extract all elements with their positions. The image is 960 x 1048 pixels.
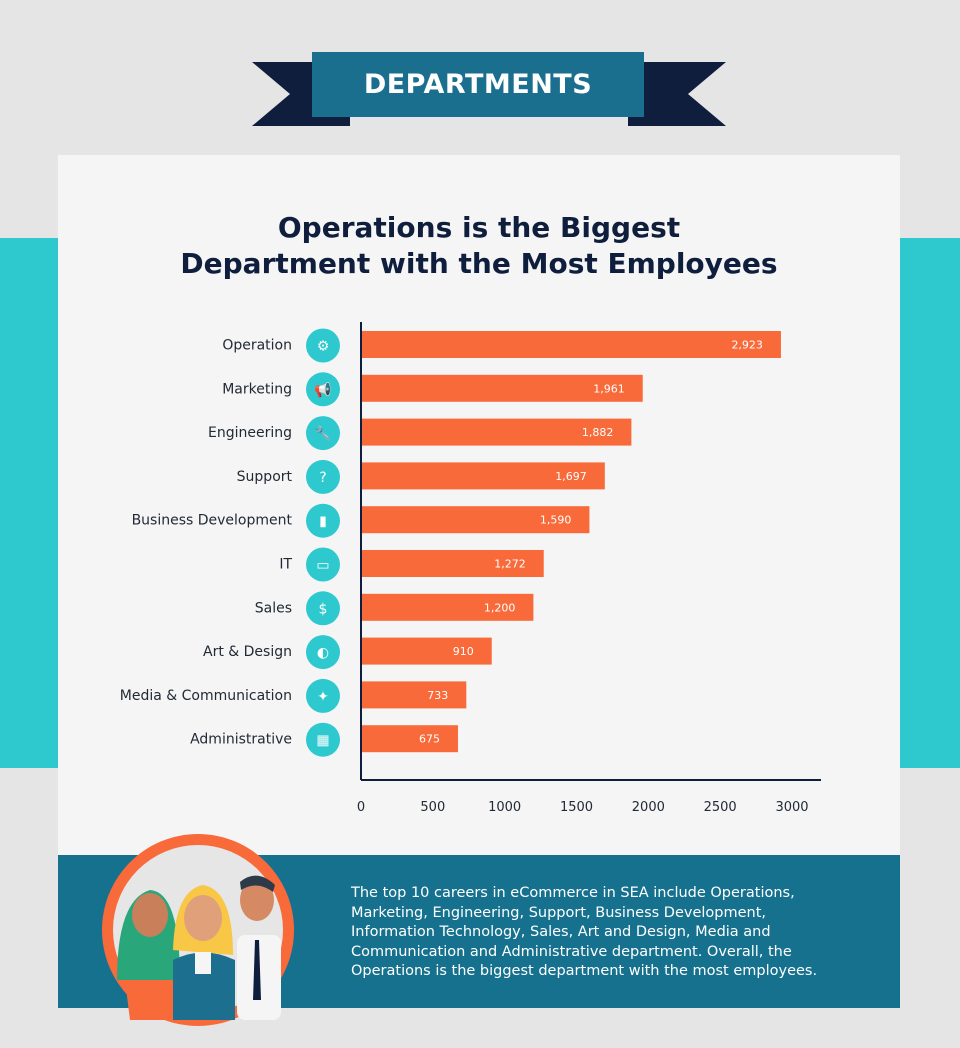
megaphone-icon bbox=[306, 372, 340, 407]
category-label: Sales bbox=[255, 600, 292, 616]
bar-9 bbox=[361, 681, 467, 709]
x-tick-label: 1500 bbox=[560, 800, 593, 815]
laptop-lock-icon-glyph: ▭ bbox=[316, 558, 329, 574]
bar-value-label: 910 bbox=[453, 645, 474, 658]
palette-icon-glyph: ◐ bbox=[317, 645, 329, 661]
bar-value-label: 1,697 bbox=[555, 470, 587, 483]
category-label: Art & Design bbox=[203, 644, 292, 660]
x-tick-label: 2000 bbox=[632, 800, 665, 815]
help-sign-icon-glyph: ? bbox=[319, 470, 326, 486]
person-middle bbox=[173, 885, 235, 1020]
person-right bbox=[237, 875, 281, 1020]
category-label: Support bbox=[237, 469, 293, 485]
category-label: Operation bbox=[222, 338, 292, 354]
bar-value-label: 1,961 bbox=[593, 382, 625, 395]
gears-icon bbox=[306, 328, 340, 363]
bar-2 bbox=[361, 374, 643, 402]
bar-5 bbox=[361, 506, 590, 534]
wrench-icon bbox=[306, 416, 340, 451]
help-sign-icon bbox=[306, 459, 340, 494]
category-label: Administrative bbox=[190, 732, 292, 748]
bar-7 bbox=[361, 593, 534, 621]
x-tick-label: 2500 bbox=[704, 800, 737, 815]
bar-value-label: 1,590 bbox=[540, 514, 572, 527]
category-label: IT bbox=[279, 557, 292, 573]
category-label: Engineering bbox=[208, 425, 292, 441]
bar-3 bbox=[361, 418, 632, 446]
chart-title-line-2: Department with the Most Employees bbox=[180, 247, 778, 280]
category-label: Marketing bbox=[222, 381, 292, 397]
bar-chart-icon-glyph: ▮ bbox=[319, 514, 327, 530]
megaphone-icon-glyph: 📢 bbox=[314, 381, 331, 398]
calendar-icon-glyph: ▦ bbox=[316, 733, 329, 749]
bar-value-label: 675 bbox=[419, 733, 440, 746]
palette-icon bbox=[306, 635, 340, 670]
chart-title-line-1: Operations is the Biggest bbox=[277, 211, 681, 244]
bar-6 bbox=[361, 550, 544, 577]
banner-title: DEPARTMENTS bbox=[312, 52, 644, 117]
twitter-bird-icon-glyph: ✦ bbox=[317, 689, 329, 705]
chart-card bbox=[58, 155, 900, 855]
bar-4 bbox=[361, 462, 605, 490]
gears-icon-glyph: ⚙ bbox=[317, 339, 330, 355]
x-tick-label: 0 bbox=[357, 800, 365, 815]
x-tick-label: 1000 bbox=[488, 800, 521, 815]
bar-chart-icon bbox=[306, 503, 340, 538]
bar-value-label: 1,272 bbox=[494, 558, 526, 571]
x-tick-label: 500 bbox=[420, 800, 445, 815]
wrench-icon-glyph: 🔧 bbox=[314, 424, 331, 442]
category-label: Media & Communication bbox=[120, 688, 292, 704]
people-illustration bbox=[102, 834, 294, 1026]
bar-8 bbox=[361, 637, 492, 665]
chart-title: Operations is the Biggest Department wit… bbox=[58, 210, 900, 282]
bar-10 bbox=[361, 725, 458, 753]
twitter-bird-icon bbox=[306, 678, 340, 713]
bar-value-label: 1,200 bbox=[484, 601, 516, 614]
bar-value-label: 1,882 bbox=[582, 426, 614, 439]
person-left bbox=[117, 890, 180, 1020]
calendar-icon bbox=[306, 722, 340, 757]
bar-value-label: 733 bbox=[427, 689, 448, 702]
laptop-lock-icon bbox=[306, 547, 340, 582]
bar-value-label: 2,923 bbox=[731, 339, 763, 352]
dollar-coin-icon-glyph: $ bbox=[319, 601, 328, 617]
description-text: The top 10 careers in eCommerce in SEA i… bbox=[351, 885, 818, 979]
bar-1 bbox=[361, 331, 781, 358]
x-tick-label: 3000 bbox=[775, 800, 808, 815]
category-label: Business Development bbox=[132, 513, 293, 529]
dollar-coin-icon bbox=[306, 591, 340, 626]
